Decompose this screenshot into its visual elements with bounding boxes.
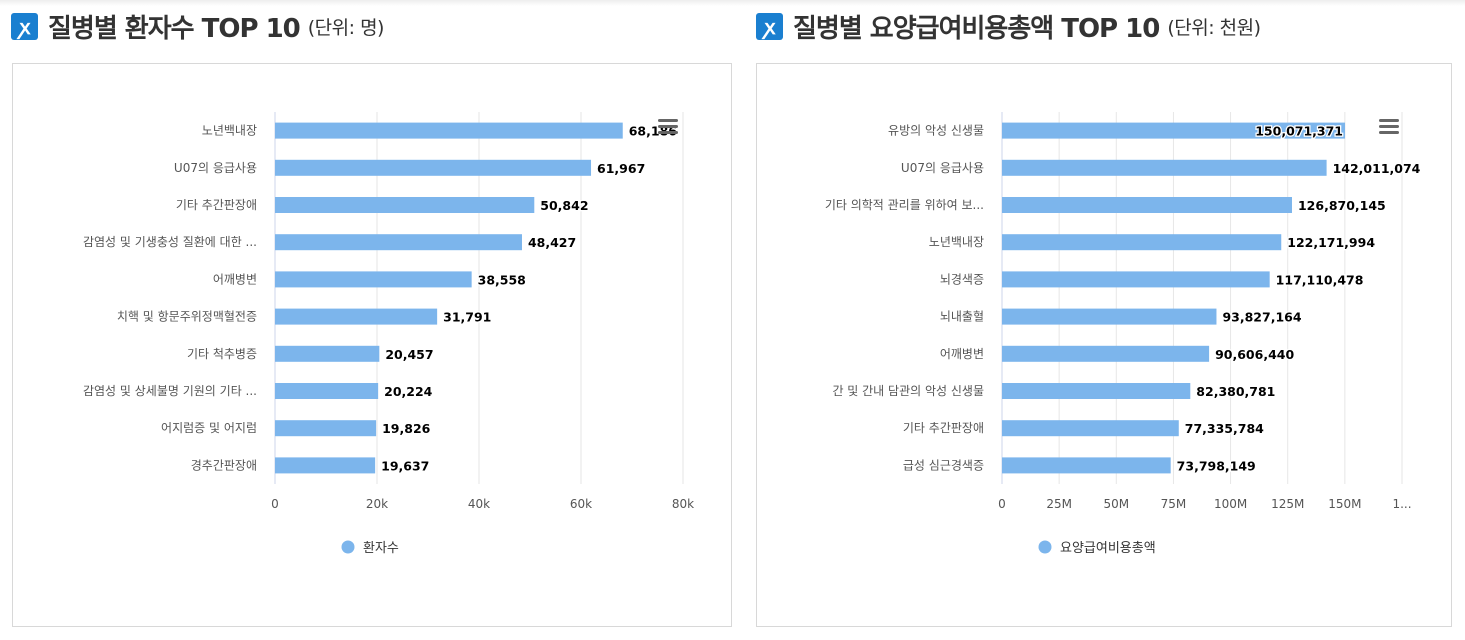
data-label: 20,224 <box>384 384 433 399</box>
category-label: 노년백내장 <box>202 124 257 138</box>
category-label: U07의 응급사용 <box>174 161 257 175</box>
category-label: 기타 추간판장애 <box>176 198 257 212</box>
x-tick-label: 0 <box>271 497 279 511</box>
bar <box>275 383 379 399</box>
category-label: 어깨병변 <box>940 347 984 361</box>
category-label: 간 및 간내 담관의 악성 신생물 <box>832 384 984 398</box>
data-label: 20,457 <box>385 347 433 362</box>
category-label: 치핵 및 항문주위정맥혈전증 <box>117 310 257 324</box>
bar <box>275 159 592 176</box>
data-label: 19,826 <box>382 421 431 436</box>
title-text: 질병별 환자수 TOP 10 <box>48 14 301 44</box>
cost-chart-card: 0 25M 50M 75M 100M 125M 150M 1... 유방의 악성 신생물 150,… <box>756 63 1452 627</box>
category-label: 기타 의학적 관리를 위하여 보... <box>825 198 984 212</box>
bar <box>1002 383 1191 399</box>
x-tick-label: 150M <box>1328 497 1361 511</box>
category-label: 감염성 및 상세불명 기원의 기타 ... <box>83 384 257 398</box>
bar <box>1002 345 1210 362</box>
chart-title-patients: ꭗ 질병별 환자수 TOP 10 (단위: 명) <box>11 8 384 45</box>
x-tick-label: 40k <box>468 497 490 511</box>
category-label: 유방의 악성 신생물 <box>888 124 984 138</box>
bar <box>275 271 472 288</box>
bar <box>1002 457 1171 474</box>
legend-marker[interactable] <box>341 540 355 554</box>
title-text: 질병별 요양급여비용총액 TOP 10 <box>793 14 1160 44</box>
category-label: 기타 척추병증 <box>187 347 257 361</box>
bar <box>1002 308 1217 325</box>
category-label: 기타 추간판장애 <box>903 421 984 435</box>
x-tick-label: 20k <box>366 497 388 511</box>
data-label: 77,335,784 <box>1185 421 1264 436</box>
category-label: 뇌내출혈 <box>940 310 984 324</box>
hamburger-menu-icon[interactable] <box>1379 119 1399 134</box>
category-label: 노년백내장 <box>929 235 984 249</box>
data-label: 142,011,074 <box>1333 161 1421 176</box>
top-shadow <box>0 0 1465 6</box>
unit-text: (단위: 명) <box>307 17 385 39</box>
data-label: 90,606,440 <box>1215 347 1294 362</box>
data-label: 48,427 <box>528 235 576 250</box>
data-label: 19,637 <box>381 458 429 473</box>
x-tick-label: 125M <box>1271 497 1304 511</box>
hamburger-menu-icon[interactable] <box>658 119 678 134</box>
data-label: 117,110,478 <box>1276 272 1364 287</box>
data-label: 150,071,371 <box>1255 124 1343 139</box>
legend-label[interactable]: 환자수 <box>363 541 399 556</box>
bar <box>275 420 377 437</box>
x-tick-label: 25M <box>1046 497 1072 511</box>
bar <box>275 457 376 474</box>
data-label: 73,798,149 <box>1177 458 1256 473</box>
category-label: 경추간판장애 <box>191 458 257 472</box>
bar <box>1002 197 1292 213</box>
bar <box>1002 159 1327 176</box>
chart-title-cost: ꭗ 질병별 요양급여비용총액 TOP 10 (단위: 천원) <box>756 8 1261 45</box>
category-label: 뇌경색증 <box>940 272 984 286</box>
legend-marker[interactable] <box>1038 540 1052 554</box>
data-label: 122,171,994 <box>1287 235 1375 250</box>
x-tick-label: 50M <box>1103 497 1129 511</box>
data-label: 38,558 <box>478 272 526 287</box>
category-label: 어깨병변 <box>213 272 257 286</box>
bar <box>1002 271 1270 288</box>
bar <box>275 197 535 213</box>
unit-text: (단위: 천원) <box>1167 17 1261 39</box>
brand-logo-icon: ꭗ <box>756 13 783 40</box>
bar <box>1002 234 1282 251</box>
data-label: 126,870,145 <box>1298 198 1386 213</box>
legend-label[interactable]: 요양급여비용총액 <box>1060 541 1156 556</box>
category-label: 감염성 및 기생충성 질환에 대한 ... <box>83 235 257 249</box>
x-tick-label: 100M <box>1214 497 1247 511</box>
brand-logo-icon: ꭗ <box>11 13 38 40</box>
bar <box>275 122 623 139</box>
patients-chart-card: 0 20k 40k 60k 80k 노년백내장 68,186 U07의 응급사용 61,967 기… <box>12 63 732 627</box>
data-label: 31,791 <box>443 310 491 325</box>
category-label: U07의 응급사용 <box>901 161 984 175</box>
data-label: 61,967 <box>597 161 645 176</box>
x-tick-label: 80k <box>672 497 694 511</box>
x-tick-label: 0 <box>998 497 1006 511</box>
x-tick-label: 1... <box>1392 497 1411 511</box>
bar <box>1002 420 1179 437</box>
bar <box>275 308 438 325</box>
bar <box>1002 122 1346 139</box>
data-label: 82,380,781 <box>1196 384 1275 399</box>
data-label: 93,827,164 <box>1222 310 1301 325</box>
x-tick-label: 75M <box>1161 497 1187 511</box>
x-tick-label: 60k <box>570 497 592 511</box>
category-label: 어지럼증 및 어지럼 <box>161 421 257 435</box>
cost-bar-chart: 0 25M 50M 75M 100M 125M 150M 1... 유방의 악성 신생물 150,… <box>825 112 1422 556</box>
bar <box>275 345 380 362</box>
category-label: 급성 심근경색증 <box>903 458 984 472</box>
bar <box>275 234 522 251</box>
data-label: 50,842 <box>540 198 588 213</box>
